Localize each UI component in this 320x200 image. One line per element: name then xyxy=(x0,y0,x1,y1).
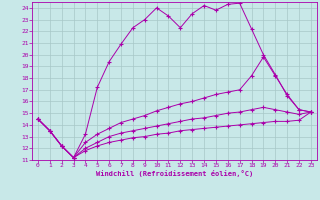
X-axis label: Windchill (Refroidissement éolien,°C): Windchill (Refroidissement éolien,°C) xyxy=(96,170,253,177)
